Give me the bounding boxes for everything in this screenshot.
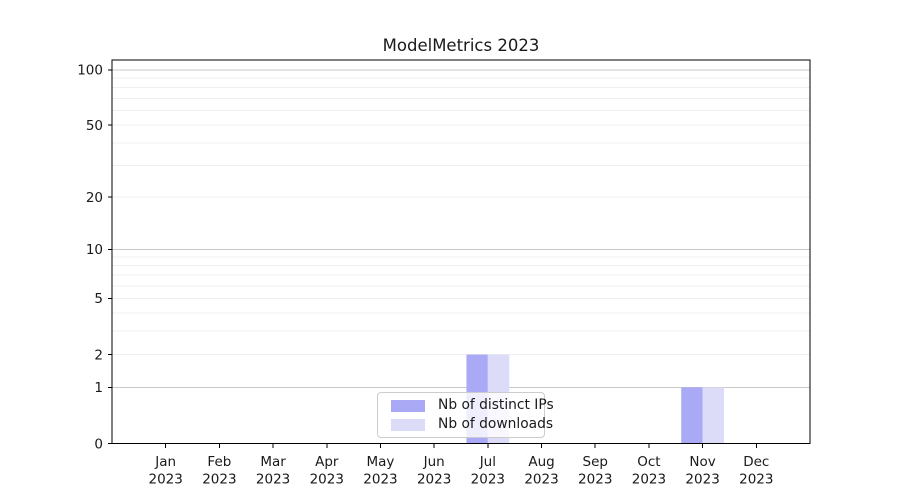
x-tick-label-month: May: [367, 454, 395, 470]
y-tick-label: 10: [86, 242, 103, 258]
x-tick-label-year: 2023: [739, 472, 773, 488]
x-tick-label-month: Aug: [528, 454, 554, 470]
x-tick-label-year: 2023: [685, 472, 719, 488]
x-tick-label-year: 2023: [149, 472, 183, 488]
y-tick-label: 2: [94, 347, 103, 363]
x-tick-label-year: 2023: [524, 472, 558, 488]
x-tick-label-year: 2023: [310, 472, 344, 488]
x-tick-label-month: Feb: [207, 454, 231, 470]
x-tick-label-month: Jul: [479, 454, 496, 470]
y-tick-label: 50: [86, 118, 103, 134]
bar-nb-of-downloads: [702, 387, 725, 444]
x-tick-label-year: 2023: [202, 472, 236, 488]
x-tick-label-month: Mar: [260, 454, 286, 470]
plot-frame: [111, 59, 811, 444]
x-tick-label-month: Sep: [583, 454, 608, 470]
x-tick-label-year: 2023: [471, 472, 505, 488]
x-tick-label-month: Jan: [154, 454, 176, 470]
x-tick-label-month: Apr: [315, 454, 339, 470]
legend-label-downloads: Nb of downloads: [438, 416, 554, 432]
x-tick-label-year: 2023: [632, 472, 666, 488]
legend-label-distinct-ips: Nb of distinct IPs: [438, 397, 554, 413]
x-tick-label-month: Jun: [423, 454, 445, 470]
legend-swatch-distinct-ips-icon: [391, 399, 425, 412]
bar-nb-of-distinct-ips: [681, 387, 703, 444]
legend-swatch-downloads-icon: [391, 418, 425, 431]
x-tick-label-year: 2023: [363, 472, 397, 488]
legend-item-distinct-ips: Nb of distinct IPs: [391, 398, 554, 413]
x-tick-label-month: Oct: [637, 454, 660, 470]
y-tick-label: 100: [77, 63, 103, 79]
x-tick-label-month: Nov: [689, 454, 715, 470]
y-tick-label: 20: [86, 190, 103, 206]
y-tick-label: 1: [94, 380, 103, 396]
y-tick-label: 5: [94, 291, 103, 307]
legend-item-downloads: Nb of downloads: [391, 417, 553, 432]
chart-title: ModelMetrics 2023: [382, 36, 540, 55]
legend: Nb of distinct IPs Nb of downloads: [377, 392, 554, 438]
x-tick-label-year: 2023: [417, 472, 451, 488]
y-tick-label: 0: [94, 436, 103, 452]
x-tick-label-month: Dec: [743, 454, 769, 470]
x-tick-label-year: 2023: [256, 472, 290, 488]
x-tick-label-year: 2023: [578, 472, 612, 488]
